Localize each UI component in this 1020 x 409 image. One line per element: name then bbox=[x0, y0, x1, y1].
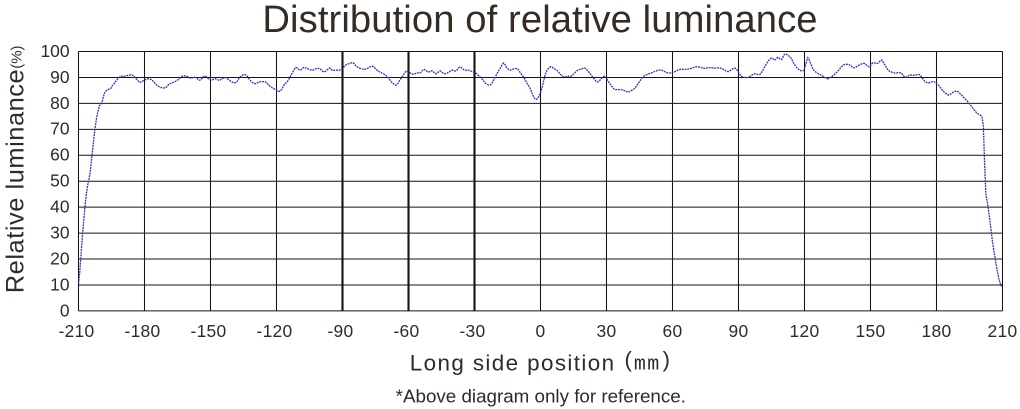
svg-text:100: 100 bbox=[40, 41, 69, 61]
svg-text:90: 90 bbox=[729, 321, 749, 341]
svg-text:Relative luminance(%): Relative luminance(%) bbox=[2, 45, 30, 293]
svg-text:150: 150 bbox=[856, 321, 886, 341]
svg-text:-120: -120 bbox=[256, 321, 292, 341]
svg-text:10: 10 bbox=[50, 274, 69, 294]
svg-text:-90: -90 bbox=[327, 321, 353, 341]
svg-text:80: 80 bbox=[50, 93, 69, 113]
svg-text:20: 20 bbox=[50, 248, 69, 268]
svg-text:0: 0 bbox=[60, 300, 70, 320]
svg-text:0: 0 bbox=[536, 321, 546, 341]
svg-text:60: 60 bbox=[663, 321, 683, 341]
svg-text:120: 120 bbox=[790, 321, 820, 341]
svg-text:60: 60 bbox=[50, 145, 69, 165]
svg-text:-150: -150 bbox=[190, 321, 226, 341]
svg-text:30: 30 bbox=[50, 222, 69, 242]
svg-text:90: 90 bbox=[50, 67, 69, 87]
svg-text:210: 210 bbox=[988, 321, 1018, 341]
svg-text:Long side position(mm): Long side position(mm) bbox=[410, 347, 672, 376]
svg-text:180: 180 bbox=[922, 321, 952, 341]
svg-text:-60: -60 bbox=[393, 321, 419, 341]
svg-text:30: 30 bbox=[597, 321, 617, 341]
svg-text:-30: -30 bbox=[459, 321, 485, 341]
svg-text:50: 50 bbox=[50, 171, 69, 191]
svg-text:Distribution of relative lumin: Distribution of relative luminance bbox=[262, 0, 817, 41]
svg-text:-180: -180 bbox=[124, 321, 160, 341]
svg-text:40: 40 bbox=[50, 197, 69, 217]
svg-text:-210: -210 bbox=[58, 321, 94, 341]
svg-text:*Above diagram only for refere: *Above diagram only for reference. bbox=[396, 386, 686, 407]
svg-text:70: 70 bbox=[50, 119, 69, 139]
